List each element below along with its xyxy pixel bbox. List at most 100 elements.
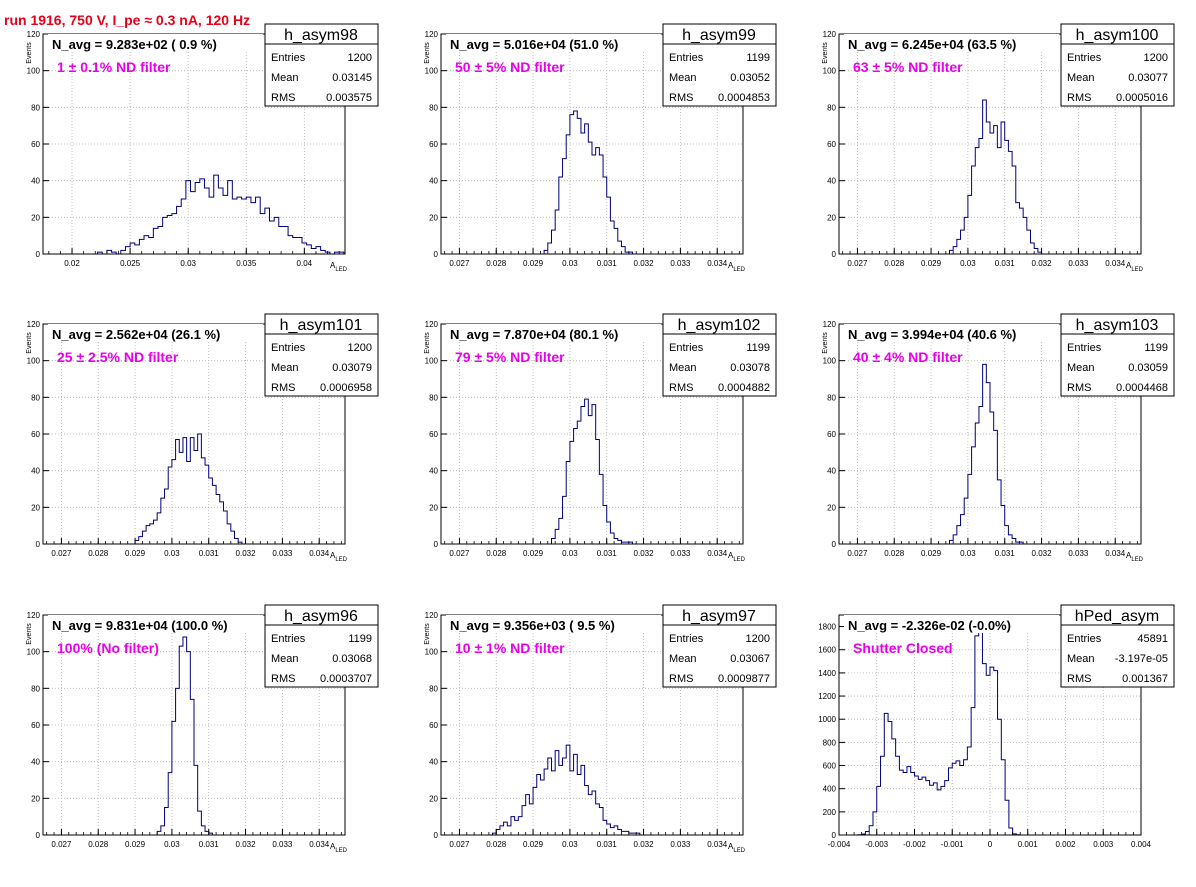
x-tick-label: 0.034	[309, 840, 330, 849]
histogram-panel-h_asym102: 0.027 0.028 0.029 0.03 0.031 0.032 0.033 0.034 0…	[398, 306, 796, 596]
y-tick-label: 80	[31, 393, 40, 402]
x-tick-label: 0.031	[597, 549, 618, 558]
y-tick-label: 0	[832, 540, 837, 549]
stats-mean-value: 0.03068	[332, 653, 372, 665]
y-tick-label: 40	[827, 467, 836, 476]
x-tick-label: 0.029	[921, 259, 942, 268]
navg-label: N_avg = 6.245e+04 (63.5 %)	[848, 37, 1016, 52]
y-tick-label: 20	[31, 794, 40, 803]
y-axis-title: Events	[26, 332, 33, 354]
x-tick-label: 0.03	[164, 549, 180, 558]
y-tick-label: 1400	[818, 669, 836, 678]
stats-entries-value: 1200	[348, 342, 372, 354]
filter-label: 40 ± 4% ND filter	[853, 349, 963, 365]
x-tick-label: 0.001	[1018, 840, 1039, 849]
navg-label: N_avg = -2.326e-02 (-0.0%)	[848, 618, 1011, 633]
x-axis-title: ALED	[1126, 261, 1144, 273]
x-tick-label: 0.027	[51, 840, 72, 849]
y-tick-label: 100	[27, 67, 41, 76]
y-tick-label: 60	[827, 430, 836, 439]
stats-mean-value: 0.03077	[1128, 72, 1168, 84]
y-tick-label: 80	[31, 684, 40, 693]
y-tick-label: 40	[429, 177, 438, 186]
filter-label: 50 ± 5% ND filter	[455, 59, 565, 75]
y-tick-label: 800	[823, 738, 837, 747]
y-tick-label: 80	[429, 684, 438, 693]
histogram-panel-h_asym103: 0.027 0.028 0.029 0.03 0.031 0.032 0.033 0.034 0…	[796, 306, 1194, 596]
stats-hist-name: hPed_asym	[1075, 608, 1160, 625]
x-tick-label: 0.028	[486, 549, 507, 558]
stats-mean-label: Mean	[669, 362, 697, 374]
stats-entries-value: 45891	[1137, 633, 1168, 645]
y-tick-label: 60	[429, 721, 438, 730]
navg-box-bg	[446, 324, 661, 342]
x-tick-label: 0.03	[562, 259, 578, 268]
x-axis-title-sub: LED	[733, 848, 745, 854]
stats-hist-name: h_asym98	[284, 27, 358, 44]
stats-entries-value: 1199	[1144, 342, 1168, 354]
stats-box-frame	[662, 23, 777, 107]
x-axis-title-sub: LED	[733, 267, 745, 273]
stats-mean-label: Mean	[271, 362, 299, 374]
y-tick-label: 0	[434, 831, 439, 840]
x-tick-label: 0.002	[1055, 840, 1076, 849]
stats-rms-value: 0.003575	[326, 92, 372, 104]
x-tick-label: -0.003	[865, 840, 888, 849]
histogram-panel-h_asym101: 0.027 0.028 0.029 0.03 0.031 0.032 0.033 0.034 0…	[0, 306, 398, 596]
stats-rms-value: 0.0004468	[1116, 382, 1168, 394]
y-tick-label: 1600	[818, 646, 836, 655]
stats-box-frame	[1060, 23, 1175, 107]
x-tick-label: 0.03	[960, 549, 976, 558]
y-tick-label: 80	[827, 103, 836, 112]
stats-box: h_asym102 Entries 1199 Mean 0.03078 RMS 0.0004…	[662, 313, 777, 397]
stats-entries-value: 1200	[1144, 52, 1168, 64]
navg-label: N_avg = 5.016e+04 (51.0 %)	[450, 37, 618, 52]
y-tick-label: 60	[429, 140, 438, 149]
y-tick-label: 120	[27, 611, 41, 620]
x-tick-label: 0.025	[120, 259, 141, 268]
stats-mean-label: Mean	[1067, 362, 1095, 374]
y-axis-title: Events	[822, 42, 829, 64]
x-tick-label: 0.029	[523, 549, 544, 558]
y-tick-label: 120	[823, 320, 837, 329]
stats-hist-name: h_asym100	[1076, 27, 1159, 44]
x-tick-label: 0.032	[634, 259, 655, 268]
x-tick-label: 0.034	[707, 259, 728, 268]
y-tick-label: 80	[31, 103, 40, 112]
x-axis-title: ALED	[330, 551, 348, 563]
x-tick-label: 0.027	[847, 549, 868, 558]
histogram-line	[543, 110, 634, 254]
y-tick-label: 120	[425, 320, 439, 329]
navg-label: N_avg = 9.831e+04 (100.0 %)	[52, 618, 228, 633]
stats-entries-value: 1200	[746, 633, 770, 645]
histogram-line	[134, 433, 243, 544]
navg-box-bg	[844, 34, 1059, 52]
stats-mean-label: Mean	[669, 72, 697, 84]
x-axis-title-sub: LED	[1131, 267, 1143, 273]
y-tick-label: 1000	[818, 715, 836, 724]
y-axis-title: Events	[26, 42, 33, 64]
stats-entries-label: Entries	[669, 633, 704, 645]
stats-entries-value: 1199	[746, 342, 770, 354]
stats-mean-value: -3.197e-05	[1115, 653, 1168, 665]
x-axis-title: ALED	[728, 551, 746, 563]
x-tick-label: 0.029	[125, 549, 146, 558]
y-tick-label: 120	[425, 30, 439, 39]
x-tick-label: 0.033	[1068, 549, 1089, 558]
x-tick-label: 0.031	[995, 259, 1016, 268]
histogram-line	[854, 620, 1021, 836]
y-axis-title: Events	[424, 332, 431, 354]
stats-entries-label: Entries	[271, 342, 306, 354]
x-tick-label: 0.02	[64, 259, 80, 268]
x-tick-label: 0.029	[523, 840, 544, 849]
x-tick-label: 0.027	[51, 549, 72, 558]
navg-label: N_avg = 2.562e+04 (26.1 %)	[52, 327, 220, 342]
x-tick-label: 0.003	[1093, 840, 1114, 849]
y-tick-label: 120	[425, 611, 439, 620]
y-tick-label: 40	[429, 467, 438, 476]
y-tick-label: 1200	[818, 692, 836, 701]
stats-rms-label: RMS	[669, 382, 693, 394]
stats-box-frame	[264, 23, 379, 107]
filter-label: 100% (No filter)	[57, 640, 159, 656]
y-tick-label: 120	[27, 30, 41, 39]
